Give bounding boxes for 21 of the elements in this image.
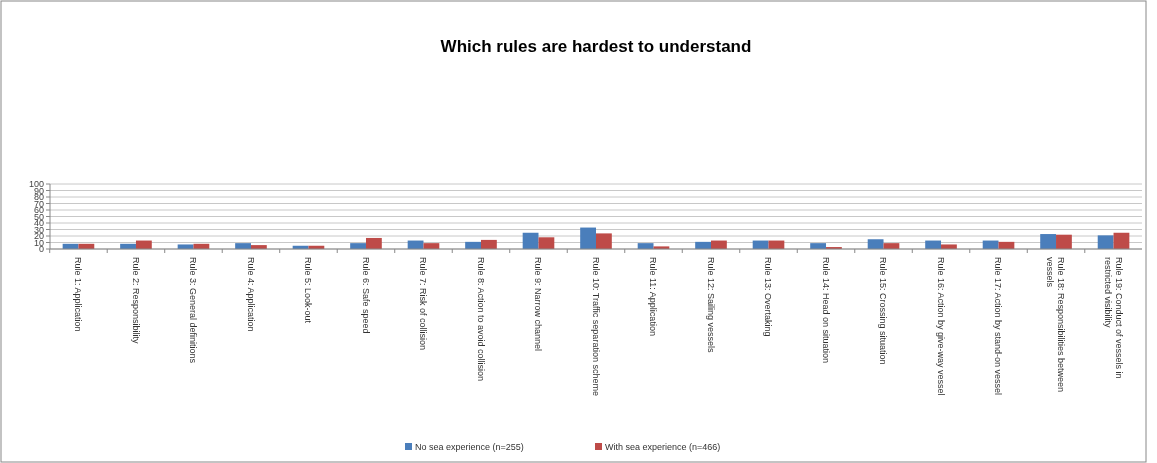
x-tick-label: Rule 9: Narrow channel xyxy=(533,257,544,352)
x-tick-label: Rule 18: Responsibilities between vessels xyxy=(1045,257,1067,393)
x-tick-label: Rule 3: General definitions xyxy=(188,257,199,364)
x-tick-label: Rule 11: Application xyxy=(648,257,659,336)
x-tick-label: Rule 15: Crossing situation xyxy=(878,257,889,365)
chart-title: Which rules are hardest to understand xyxy=(440,37,752,56)
x-tick-label: Rule 17: Action by stand-on vessel xyxy=(993,257,1004,396)
x-tick-label: Rule 8: Action to avoid collision xyxy=(475,257,486,382)
x-tick-label: Rule 1: Application xyxy=(73,257,84,332)
x-tick-label: Rule 6: Safe speed xyxy=(360,257,371,334)
x-tick-label: Rule 5: Look-out xyxy=(303,257,314,324)
x-tick-label: Rule 14: Head on situation xyxy=(820,257,831,364)
x-tick-label: Rule 13: Overtaking xyxy=(763,257,774,337)
x-tick-label: Rule 10: Traffic separation scheme xyxy=(590,257,601,396)
x-tick-label: Rule 7: Risk of collision xyxy=(418,257,429,351)
x-tick-label: Rule 2: Responsibility xyxy=(130,257,141,345)
legend-label: No sea experience (n=255) xyxy=(415,442,524,453)
x-tick-label: Rule 12: Sailing vessels xyxy=(705,257,716,354)
legend-label: With sea experience (n=466) xyxy=(605,442,721,453)
x-tick-label: Rule 16: Action by give-way vessel xyxy=(935,257,946,396)
x-tick-label: Rule 4: Application xyxy=(245,257,256,332)
